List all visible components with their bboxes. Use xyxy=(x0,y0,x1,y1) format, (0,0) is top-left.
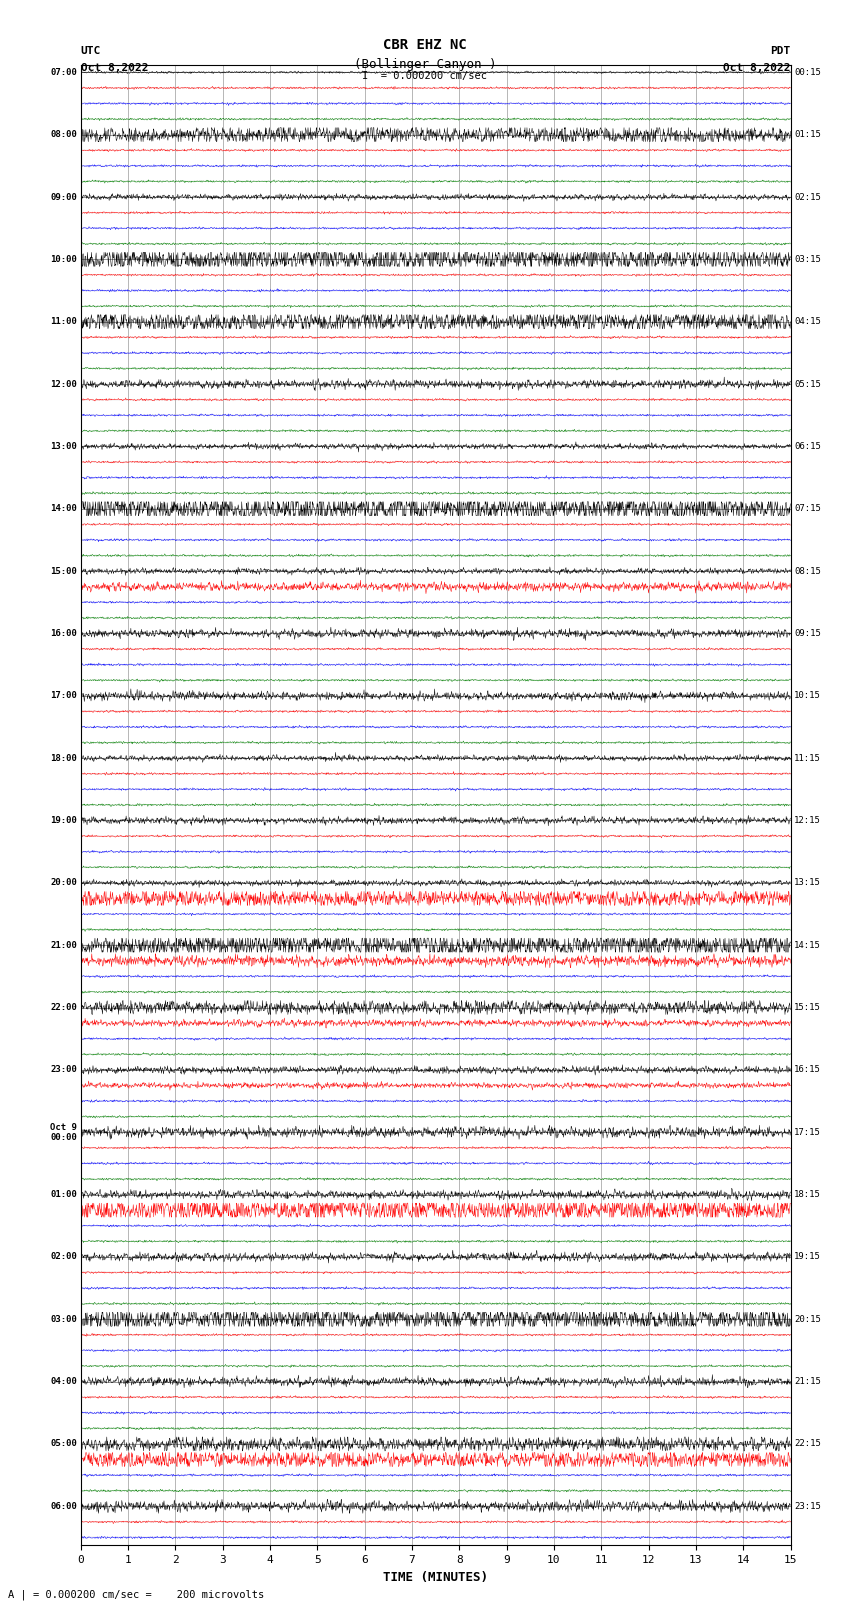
Text: (Bollinger Canyon ): (Bollinger Canyon ) xyxy=(354,58,496,71)
Text: 03:15: 03:15 xyxy=(794,255,821,265)
X-axis label: TIME (MINUTES): TIME (MINUTES) xyxy=(383,1571,488,1584)
Text: 15:00: 15:00 xyxy=(50,566,77,576)
Text: 03:00: 03:00 xyxy=(50,1315,77,1324)
Text: Oct 8,2022: Oct 8,2022 xyxy=(81,63,148,73)
Text: 20:00: 20:00 xyxy=(50,879,77,887)
Text: 08:00: 08:00 xyxy=(50,131,77,139)
Text: 12:00: 12:00 xyxy=(50,379,77,389)
Text: 10:15: 10:15 xyxy=(794,692,821,700)
Text: 20:15: 20:15 xyxy=(794,1315,821,1324)
Text: UTC: UTC xyxy=(81,47,101,56)
Text: Oct 8,2022: Oct 8,2022 xyxy=(723,63,791,73)
Text: 17:00: 17:00 xyxy=(50,692,77,700)
Text: 14:15: 14:15 xyxy=(794,940,821,950)
Text: 18:00: 18:00 xyxy=(50,753,77,763)
Text: 11:15: 11:15 xyxy=(794,753,821,763)
Text: 00:15: 00:15 xyxy=(794,68,821,77)
Text: 23:00: 23:00 xyxy=(50,1065,77,1074)
Text: 16:15: 16:15 xyxy=(794,1065,821,1074)
Text: PDT: PDT xyxy=(770,47,790,56)
Text: 09:00: 09:00 xyxy=(50,192,77,202)
Text: 19:15: 19:15 xyxy=(794,1252,821,1261)
Text: 17:15: 17:15 xyxy=(794,1127,821,1137)
Text: 08:15: 08:15 xyxy=(794,566,821,576)
Text: 11:00: 11:00 xyxy=(50,318,77,326)
Text: A | = 0.000200 cm/sec =    200 microvolts: A | = 0.000200 cm/sec = 200 microvolts xyxy=(8,1589,264,1600)
Text: 10:00: 10:00 xyxy=(50,255,77,265)
Text: 09:15: 09:15 xyxy=(794,629,821,637)
Text: 22:00: 22:00 xyxy=(50,1003,77,1011)
Text: 02:00: 02:00 xyxy=(50,1252,77,1261)
Text: 04:15: 04:15 xyxy=(794,318,821,326)
Text: 01:15: 01:15 xyxy=(794,131,821,139)
Text: 19:00: 19:00 xyxy=(50,816,77,824)
Text: I  = 0.000200 cm/sec: I = 0.000200 cm/sec xyxy=(362,71,488,81)
Text: 14:00: 14:00 xyxy=(50,505,77,513)
Text: 21:15: 21:15 xyxy=(794,1378,821,1386)
Text: 12:15: 12:15 xyxy=(794,816,821,824)
Text: 06:15: 06:15 xyxy=(794,442,821,452)
Text: 05:15: 05:15 xyxy=(794,379,821,389)
Text: CBR EHZ NC: CBR EHZ NC xyxy=(383,37,467,52)
Text: 07:00: 07:00 xyxy=(50,68,77,77)
Text: Oct 9
00:00: Oct 9 00:00 xyxy=(50,1123,77,1142)
Text: 15:15: 15:15 xyxy=(794,1003,821,1011)
Text: 21:00: 21:00 xyxy=(50,940,77,950)
Text: 01:00: 01:00 xyxy=(50,1190,77,1198)
Text: 07:15: 07:15 xyxy=(794,505,821,513)
Text: 22:15: 22:15 xyxy=(794,1439,821,1448)
Text: 05:00: 05:00 xyxy=(50,1439,77,1448)
Text: 23:15: 23:15 xyxy=(794,1502,821,1511)
Text: 13:00: 13:00 xyxy=(50,442,77,452)
Text: 13:15: 13:15 xyxy=(794,879,821,887)
Text: 02:15: 02:15 xyxy=(794,192,821,202)
Text: 04:00: 04:00 xyxy=(50,1378,77,1386)
Text: 16:00: 16:00 xyxy=(50,629,77,637)
Text: 18:15: 18:15 xyxy=(794,1190,821,1198)
Text: 06:00: 06:00 xyxy=(50,1502,77,1511)
